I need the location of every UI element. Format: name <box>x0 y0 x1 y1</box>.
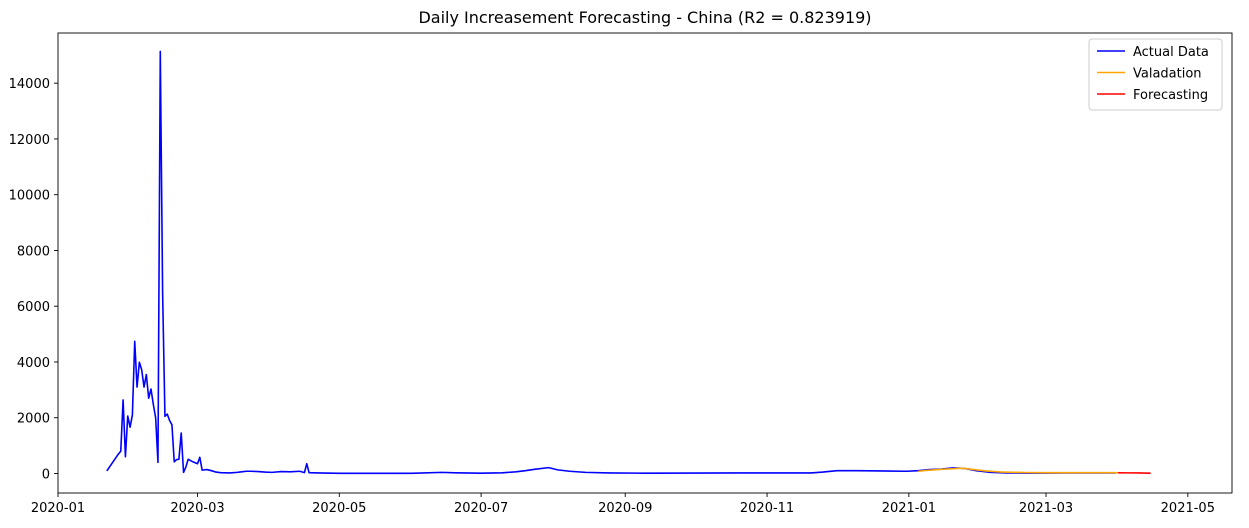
y-tick-label: 2000 <box>17 412 50 427</box>
x-tick-label: 2020-07 <box>454 501 508 516</box>
y-tick-label: 4000 <box>17 356 50 371</box>
y-tick-label: 0 <box>42 467 50 482</box>
legend-label-1: Valadation <box>1133 67 1202 82</box>
legend-label-2: Forecasting <box>1133 88 1208 103</box>
y-tick-label: 8000 <box>17 244 50 259</box>
x-tick-label: 2021-03 <box>1019 501 1073 516</box>
x-tick-label: 2021-05 <box>1161 501 1215 516</box>
y-tick-label: 12000 <box>9 133 50 148</box>
legend-box <box>1088 38 1223 111</box>
chart-title: Daily Increasement Forecasting - China (… <box>418 8 871 27</box>
x-tick-label: 2020-03 <box>170 501 224 516</box>
legend-label-0: Actual Data <box>1133 45 1209 60</box>
legend: Actual Data Valadation Forecasting <box>1088 38 1223 111</box>
series-line-1 <box>918 467 1119 474</box>
x-tick-label: 2020-09 <box>598 501 652 516</box>
x-tick-label: 2021-01 <box>882 501 936 516</box>
y-tick-label: 10000 <box>9 189 50 204</box>
x-tick-label: 2020-11 <box>740 501 794 516</box>
x-tick-label: 2020-05 <box>312 501 366 516</box>
axes: 2020-01 2020-03 2020-05 2020-07 2020-09 2020-… <box>9 32 1233 516</box>
plot-area <box>106 50 1151 475</box>
y-tick-label: 6000 <box>17 300 50 315</box>
y-tick-label: 14000 <box>9 77 50 92</box>
series-line-0 <box>106 50 1116 475</box>
axes-frame <box>57 32 1233 494</box>
x-tick-label: 2020-01 <box>31 501 85 516</box>
